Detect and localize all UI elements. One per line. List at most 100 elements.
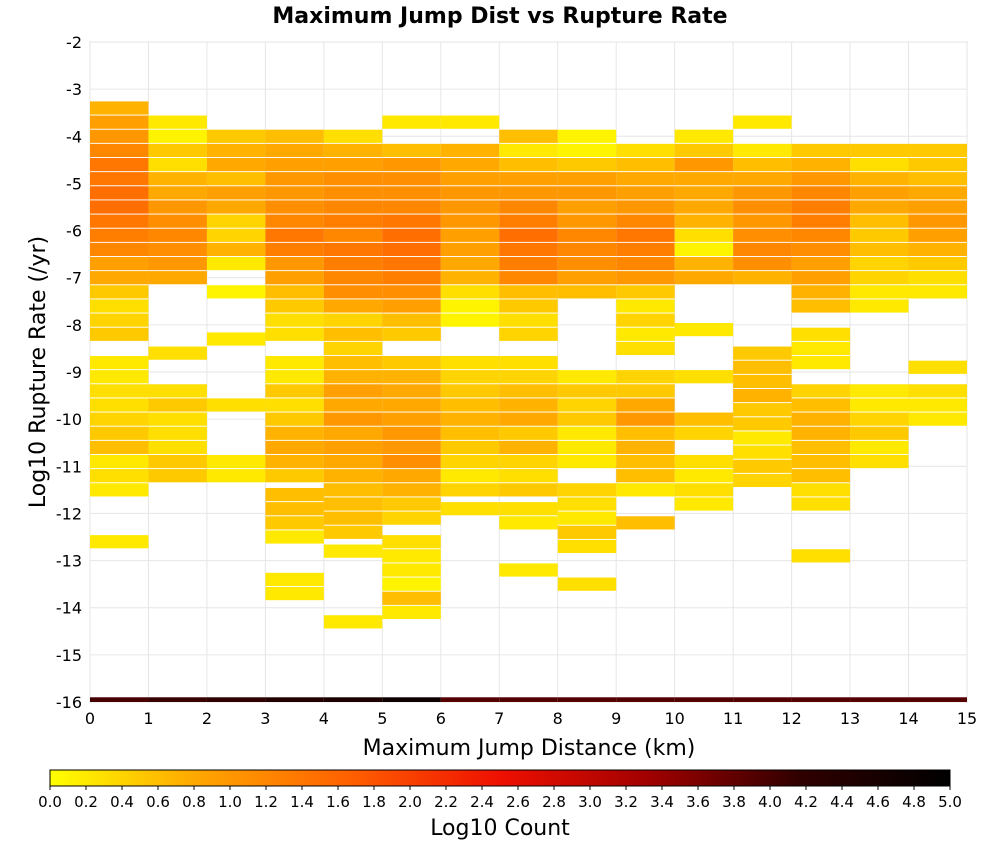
heatmap-cell [616,299,675,313]
y-tick-label: -2 [66,33,82,52]
heatmap-cell [323,228,383,242]
heatmap-cell [382,412,441,426]
heatmap-cell [90,469,149,483]
x-tick-label: 0 [85,709,95,728]
heatmap-cell [323,313,383,327]
heatmap-cell [382,115,441,129]
heatmap-cell [499,454,558,469]
heatmap-cell [440,228,500,242]
heatmap-cell [674,483,734,497]
heatmap-cell [908,412,967,426]
heatmap-cell [557,214,617,228]
heatmap-cell [499,502,558,516]
heatmap-cell [908,172,967,186]
heatmap-cell [616,440,675,455]
heatmap-cell [440,143,500,158]
heatmap-cell [733,459,792,473]
heatmap-cell [791,299,851,313]
y-tick-label: -7 [66,269,82,288]
heatmap-cell [616,157,675,172]
heatmap-cell [733,242,792,257]
heatmap-cell [674,454,734,469]
heatmap-cell [908,228,967,242]
heatmap-cell [382,172,441,186]
heatmap-cell [557,497,617,511]
heatmap-cell [90,355,149,370]
heatmap-cell [382,497,441,511]
heatmap-cell [265,412,324,426]
heatmap-cell [148,214,207,228]
heatmap-cell [323,370,383,384]
heatmap-cell [382,370,441,384]
heatmap-cell [440,355,500,370]
heatmap-cell [382,299,441,313]
heatmap-cell [265,242,324,257]
heatmap-cell [382,200,441,214]
heatmap-cell [265,516,324,530]
heatmap-cell [557,256,617,271]
heatmap-cell [557,285,617,299]
heatmap-cell [90,535,149,549]
heatmap-cell [323,426,383,440]
heatmap-cell [265,157,324,172]
heatmap-cell [440,454,500,469]
heatmap-cell [382,440,441,455]
strip-cell [440,697,500,702]
heatmap-cell [323,615,383,629]
colorbar-tick-label: 4.0 [758,793,782,811]
heatmap-cell [499,186,558,200]
heatmap-cell [557,370,617,384]
strip-cell [90,697,149,702]
heatmap-cell [791,327,851,341]
heatmap-cell [90,200,149,214]
heatmap-cell [323,483,383,497]
heatmap-cell [733,360,792,374]
heatmap-cell [440,398,500,412]
heatmap-cell [733,172,792,186]
heatmap-cell [791,256,851,271]
colorbar-tick-label: 3.4 [650,793,674,811]
heatmap-cell [206,129,266,143]
colorbar-tick-label: 0.8 [182,793,206,811]
heatmap-cell [557,271,617,285]
heatmap-cell [440,271,500,285]
x-tick-label: 11 [723,709,743,728]
heatmap-cell [440,200,500,214]
heatmap-cell [440,214,500,228]
heatmap-cell [206,332,266,346]
heatmap-cell [382,426,441,440]
heatmap-cell [733,388,792,403]
colorbar-tick-label: 2.0 [398,793,422,811]
heatmap-cell [90,115,149,129]
heatmap-cell [908,271,967,285]
heatmap-cell [382,549,441,563]
heatmap-cell [674,412,734,426]
heatmap-cell [440,483,500,497]
heatmap-cell [791,228,851,242]
heatmap-cell [908,398,967,412]
heatmap-cell [733,431,792,445]
heatmap-cell [382,214,441,228]
heatmap-cell [148,346,207,360]
heatmap-cell [90,242,149,257]
heatmap-cell [557,143,617,158]
heatmap-cell [265,426,324,440]
heatmap-cells [90,101,967,629]
heatmap-cell [206,454,266,469]
heatmap-cell [791,271,851,285]
heatmap-cell [908,143,967,158]
heatmap-cell [616,143,675,158]
heatmap-cell [265,129,324,143]
heatmap-cell [148,228,207,242]
colorbar-label: Log10 Count [430,816,570,841]
x-tick-label: 10 [664,709,684,728]
heatmap-cell [850,412,909,426]
heatmap-cell [440,115,500,129]
heatmap-cell [850,256,909,271]
heatmap-cell [557,228,617,242]
heatmap-cell [382,511,441,525]
heatmap-cell [616,271,675,285]
heatmap-cell [616,242,675,257]
heatmap-cell [499,370,558,384]
heatmap-cell [674,214,734,228]
